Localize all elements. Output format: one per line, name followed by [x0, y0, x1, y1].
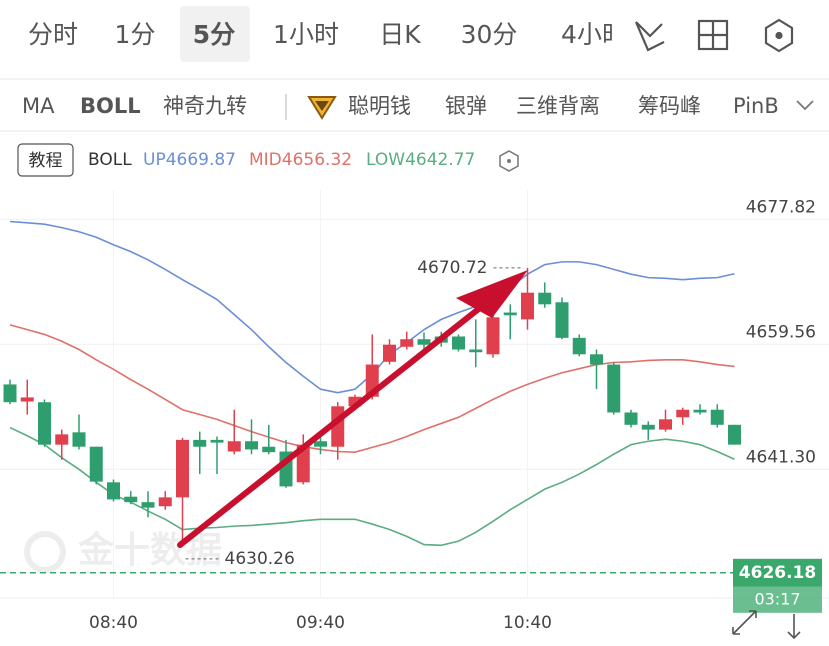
candle-body: [659, 419, 672, 430]
indicator[interactable]: PinB: [733, 94, 779, 118]
candle-body: [452, 336, 465, 350]
candle-body: [503, 312, 517, 316]
plot: 4677.82 4659.56 4641.30 08:40 09:40 10:40 4670…: [0, 190, 829, 633]
y-tick-label: 4641.30: [746, 447, 816, 467]
indicator[interactable]: 聪明钱: [348, 94, 411, 118]
indicator[interactable]: 神奇九转: [163, 94, 247, 118]
candle-body: [55, 434, 69, 445]
candle-body: [245, 441, 258, 450]
candle-body: [538, 292, 552, 305]
indicator[interactable]: 三维背离: [516, 94, 600, 118]
indicator[interactable]: MA: [22, 94, 55, 118]
countdown-label: 03:17: [754, 589, 800, 608]
watermark: 金十数据: [24, 529, 222, 573]
candle-body: [693, 409, 707, 413]
legend-name: MID: [249, 150, 282, 170]
tab[interactable]: 5分: [193, 20, 235, 49]
tab[interactable]: 1小时: [273, 20, 339, 49]
scroll-icon[interactable]: [787, 614, 801, 640]
candle-body: [3, 384, 17, 403]
legend-settings-icon[interactable]: [499, 150, 519, 172]
candle-body: [262, 446, 276, 453]
last-price-box: [733, 558, 822, 587]
candle-body: [400, 339, 414, 347]
last-price-label: 4626.18: [739, 563, 816, 583]
tab[interactable]: 4小时: [561, 20, 627, 49]
candle-body: [89, 446, 103, 482]
candle-body: [486, 317, 500, 355]
premium-icon: [307, 96, 337, 120]
corner-icons: [732, 610, 801, 640]
more-chevron[interactable]: [796, 100, 814, 111]
legend-entry: MID4656.32: [249, 150, 352, 170]
candle-body: [555, 302, 569, 338]
indicator[interactable]: 筹码峰: [638, 94, 701, 118]
expand-icon[interactable]: [732, 610, 757, 635]
candle-body: [158, 497, 172, 507]
watermark-text: 金十数据: [77, 529, 222, 571]
tab[interactable]: 分时: [28, 20, 78, 49]
candle-body: [521, 292, 534, 320]
legend-entry: UP4669.87: [143, 150, 236, 170]
candle-body: [383, 344, 396, 362]
candle-body: [624, 412, 638, 425]
candle-body: [227, 441, 241, 452]
toolbar-icons: [634, 18, 794, 53]
candle-body: [572, 337, 586, 355]
candle-body: [72, 432, 86, 447]
max-label: 4670.72: [417, 258, 487, 278]
legend-settings-dot: [507, 159, 511, 163]
x-tick-label: 08:40: [89, 613, 138, 633]
legend-name: UP: [143, 150, 166, 170]
candle-body: [193, 439, 207, 447]
legend-title: BOLL: [88, 150, 132, 170]
legend-value: 4656.32: [282, 150, 352, 170]
draw-icon[interactable]: [634, 21, 665, 52]
candle-body: [314, 441, 327, 447]
indicator[interactable]: 银弹: [445, 94, 487, 118]
indicator[interactable]: BOLL: [80, 94, 141, 118]
candle-body: [141, 502, 155, 508]
candle-body: [176, 439, 189, 498]
candle-body: [296, 444, 310, 483]
legend-value: 4669.87: [166, 150, 236, 170]
tab[interactable]: 1分: [115, 20, 156, 49]
candle-body: [38, 402, 51, 445]
candle-body: [210, 439, 224, 443]
legend: UP4669.87 MID4656.32 LOW4642.77: [143, 150, 475, 170]
candle-body: [417, 339, 431, 345]
tutorial-label[interactable]: 教程: [29, 151, 63, 171]
candle-body: [728, 424, 741, 445]
candle-body: [348, 396, 362, 407]
candle-body: [469, 349, 483, 353]
active-tab-bg: [180, 6, 250, 62]
countdown-box: [733, 586, 822, 613]
x-tick-label: 09:40: [296, 613, 345, 633]
y-tick-label: 4677.82: [746, 197, 816, 217]
settings-icon[interactable]: [764, 18, 794, 53]
tab[interactable]: 30分: [461, 20, 518, 49]
candle-body: [20, 397, 34, 402]
candle-body: [676, 409, 690, 418]
candle-body: [124, 496, 138, 503]
tab[interactable]: 日K: [379, 20, 421, 49]
min-label: 4630.26: [225, 549, 295, 569]
candle-body: [590, 354, 603, 365]
candle-body: [710, 409, 724, 425]
legend-value: 4642.77: [405, 150, 475, 170]
candle-body: [641, 424, 655, 430]
candle-body: [107, 482, 120, 500]
y-tick-label: 4659.56: [746, 322, 816, 342]
candle-body: [607, 364, 621, 413]
legend-name: LOW: [366, 150, 405, 170]
legend-entry: LOW4642.77: [366, 150, 475, 170]
tutorial-button[interactable]: [17, 143, 74, 177]
trend-arrow: [177, 270, 528, 548]
x-tick-label: 10:40: [503, 613, 552, 633]
